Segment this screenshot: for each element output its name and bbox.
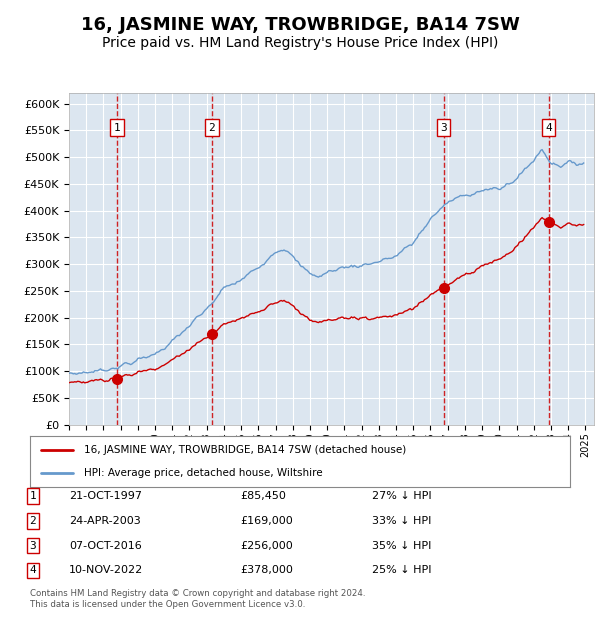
- Text: £378,000: £378,000: [240, 565, 293, 575]
- Text: 35% ↓ HPI: 35% ↓ HPI: [372, 541, 431, 551]
- Text: 24-APR-2003: 24-APR-2003: [69, 516, 141, 526]
- Text: 21-OCT-1997: 21-OCT-1997: [69, 491, 142, 501]
- Text: 33% ↓ HPI: 33% ↓ HPI: [372, 516, 431, 526]
- Text: 3: 3: [29, 541, 37, 551]
- Text: Price paid vs. HM Land Registry's House Price Index (HPI): Price paid vs. HM Land Registry's House …: [102, 36, 498, 50]
- Text: £256,000: £256,000: [240, 541, 293, 551]
- Text: 2: 2: [29, 516, 37, 526]
- Text: 10-NOV-2022: 10-NOV-2022: [69, 565, 143, 575]
- Text: 07-OCT-2016: 07-OCT-2016: [69, 541, 142, 551]
- Text: 25% ↓ HPI: 25% ↓ HPI: [372, 565, 431, 575]
- Text: 4: 4: [545, 123, 552, 133]
- Text: Contains HM Land Registry data © Crown copyright and database right 2024.
This d: Contains HM Land Registry data © Crown c…: [30, 590, 365, 609]
- Text: 16, JASMINE WAY, TROWBRIDGE, BA14 7SW (detached house): 16, JASMINE WAY, TROWBRIDGE, BA14 7SW (d…: [84, 445, 406, 454]
- Text: 2: 2: [208, 123, 215, 133]
- Text: 1: 1: [29, 491, 37, 501]
- Text: 16, JASMINE WAY, TROWBRIDGE, BA14 7SW: 16, JASMINE WAY, TROWBRIDGE, BA14 7SW: [80, 16, 520, 33]
- Text: HPI: Average price, detached house, Wiltshire: HPI: Average price, detached house, Wilt…: [84, 468, 323, 478]
- Text: £169,000: £169,000: [240, 516, 293, 526]
- Text: 1: 1: [114, 123, 121, 133]
- Text: 3: 3: [440, 123, 447, 133]
- Text: £85,450: £85,450: [240, 491, 286, 501]
- Text: 4: 4: [29, 565, 37, 575]
- Text: 27% ↓ HPI: 27% ↓ HPI: [372, 491, 431, 501]
